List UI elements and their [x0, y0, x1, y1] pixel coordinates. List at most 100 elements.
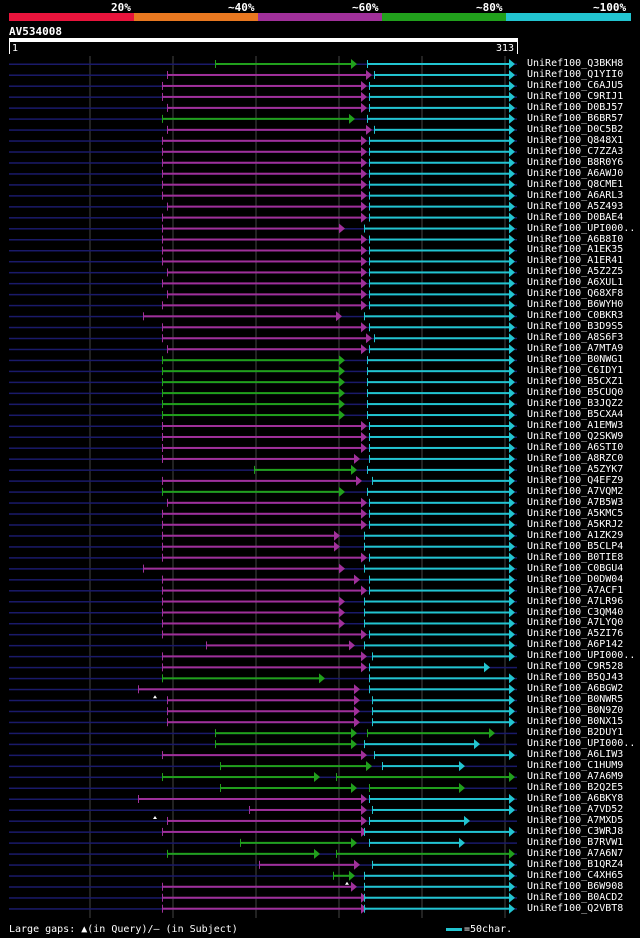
hit-label[interactable]: UniRef100_A5ZYK7 [527, 463, 624, 475]
hit-track[interactable] [9, 322, 517, 333]
hit-label[interactable]: UniRef100_B5CUQ0 [527, 387, 624, 399]
hit-label[interactable]: UniRef100_B0NWR5 [527, 694, 624, 706]
hit-label[interactable]: UniRef100_B3D9S5 [527, 321, 624, 333]
hit-label[interactable]: UniRef100_C0BKR3 [527, 310, 624, 322]
hit-track[interactable] [9, 442, 517, 453]
hit-track[interactable] [9, 706, 517, 717]
hit-track[interactable] [9, 91, 517, 102]
hit-label[interactable]: UniRef100_D0DW04 [527, 573, 624, 585]
hit-track[interactable] [9, 870, 517, 881]
hit-label[interactable]: UniRef100_A6P142 [527, 639, 624, 651]
hit-track[interactable] [9, 344, 517, 355]
hit-label[interactable]: UniRef100_B0NX15 [527, 716, 624, 728]
hit-track[interactable] [9, 278, 517, 289]
hit-track[interactable] [9, 541, 517, 552]
hit-track[interactable] [9, 596, 517, 607]
hit-label[interactable]: UniRef100_C1HUM9 [527, 760, 624, 772]
hit-track[interactable] [9, 739, 517, 750]
hit-track[interactable] [9, 464, 517, 475]
hit-label[interactable]: UniRef100_A7A6N7 [527, 847, 624, 859]
hit-label[interactable]: UniRef100_B0TIE8 [527, 551, 624, 563]
hit-track[interactable] [9, 157, 517, 168]
hit-label[interactable]: UniRef100_A7LR96 [527, 595, 624, 607]
hit-track[interactable] [9, 750, 517, 761]
hit-track[interactable] [9, 289, 517, 300]
hit-label[interactable]: UniRef100_A6B8I0 [527, 233, 624, 245]
hit-label[interactable]: UniRef100_B6W908 [527, 880, 624, 892]
hit-track[interactable] [9, 59, 517, 69]
hit-track[interactable] [9, 431, 517, 442]
hit-label[interactable]: UniRef100_C9RIJ1 [527, 90, 624, 102]
hit-track[interactable] [9, 859, 517, 870]
hit-track[interactable] [9, 124, 517, 135]
hit-label[interactable]: UniRef100_B2Q2E5 [527, 782, 624, 794]
hit-track[interactable] [9, 640, 517, 651]
hit-label[interactable]: UniRef100_A1EMW3 [527, 420, 624, 431]
hit-track[interactable] [9, 333, 517, 344]
hit-label[interactable]: UniRef100_Q2SKW9 [527, 430, 624, 442]
hit-track[interactable] [9, 892, 517, 903]
hit-label[interactable]: UniRef100_B3JQZ2 [527, 398, 624, 410]
hit-label[interactable]: UniRef100_A1ZK29 [527, 529, 624, 541]
hit-track[interactable] [9, 69, 517, 80]
hit-label[interactable]: UniRef100_A8S6F3 [527, 332, 624, 344]
hit-track[interactable] [9, 552, 517, 563]
hit-track[interactable] [9, 684, 517, 695]
hit-label[interactable]: UniRef100_A6AWJ0 [527, 167, 624, 179]
hit-label[interactable]: UniRef100_A6BGW2 [527, 683, 624, 695]
hit-label[interactable]: UniRef100_A6BKY8 [527, 792, 624, 804]
hit-track[interactable] [9, 618, 517, 629]
hit-track[interactable] [9, 508, 517, 519]
hit-track[interactable] [9, 815, 517, 826]
hit-track[interactable] [9, 519, 517, 530]
hit-label[interactable]: UniRef100_D0C5B2 [527, 123, 624, 135]
hit-track[interactable] [9, 673, 517, 684]
hit-track[interactable] [9, 410, 517, 421]
hit-label[interactable]: UniRef100_B8R0Y6 [527, 156, 624, 168]
hit-track[interactable] [9, 826, 517, 837]
hit-label[interactable]: UniRef100_A5KMC5 [527, 507, 624, 519]
hit-track[interactable] [9, 146, 517, 157]
hit-track[interactable] [9, 234, 517, 245]
hit-label[interactable]: UniRef100_B0NWG1 [527, 354, 624, 366]
hit-track[interactable] [9, 201, 517, 212]
hit-track[interactable] [9, 486, 517, 497]
hit-label[interactable]: UniRef100_A6ARL3 [527, 189, 624, 201]
hit-label[interactable]: UniRef100_A5Z2Z5 [527, 266, 624, 278]
hit-track[interactable] [9, 245, 517, 256]
hit-track[interactable] [9, 256, 517, 267]
hit-track[interactable] [9, 903, 517, 914]
hit-track[interactable] [9, 662, 517, 673]
hit-label[interactable]: UniRef100_B0ACD2 [527, 891, 624, 903]
hit-label[interactable]: UniRef100_C7ZZA3 [527, 145, 624, 157]
hit-track[interactable] [9, 102, 517, 113]
hit-label[interactable]: UniRef100_UPI000.. [527, 222, 636, 234]
hit-label[interactable]: UniRef100_C3WRJ8 [527, 825, 624, 837]
hit-label[interactable]: UniRef100_C0BGU4 [527, 562, 624, 574]
hit-track[interactable] [9, 497, 517, 508]
hit-label[interactable]: UniRef100_A8RZC0 [527, 452, 624, 464]
hit-track[interactable] [9, 772, 517, 783]
hit-track[interactable] [9, 212, 517, 223]
hit-track[interactable] [9, 475, 517, 486]
hit-label[interactable]: UniRef100_A7B5W3 [527, 496, 624, 508]
hit-track[interactable] [9, 80, 517, 91]
hit-track[interactable] [9, 388, 517, 399]
hit-label[interactable]: UniRef100_C4XH65 [527, 869, 624, 881]
hit-label[interactable]: UniRef100_D0BAE4 [527, 211, 624, 223]
hit-label[interactable]: UniRef100_C6AJU5 [527, 79, 624, 91]
hit-label[interactable]: UniRef100_B5QJ43 [527, 672, 624, 684]
hit-track[interactable] [9, 135, 517, 146]
hit-track[interactable] [9, 607, 517, 618]
hit-track[interactable] [9, 530, 517, 541]
hit-track[interactable] [9, 399, 517, 410]
hit-label[interactable]: UniRef100_C6IDY1 [527, 365, 624, 377]
hit-label[interactable]: UniRef100_Q68XF8 [527, 288, 624, 300]
hit-label[interactable]: UniRef100_A6STI0 [527, 441, 624, 453]
hit-track[interactable] [9, 695, 517, 706]
hit-label[interactable]: UniRef100_A7MTA9 [527, 343, 624, 355]
hit-track[interactable] [9, 563, 517, 574]
hit-track[interactable] [9, 761, 517, 772]
hit-label[interactable]: UniRef100_UPI000.. [527, 650, 636, 662]
hit-label[interactable]: UniRef100_Q8CME1 [527, 178, 624, 190]
